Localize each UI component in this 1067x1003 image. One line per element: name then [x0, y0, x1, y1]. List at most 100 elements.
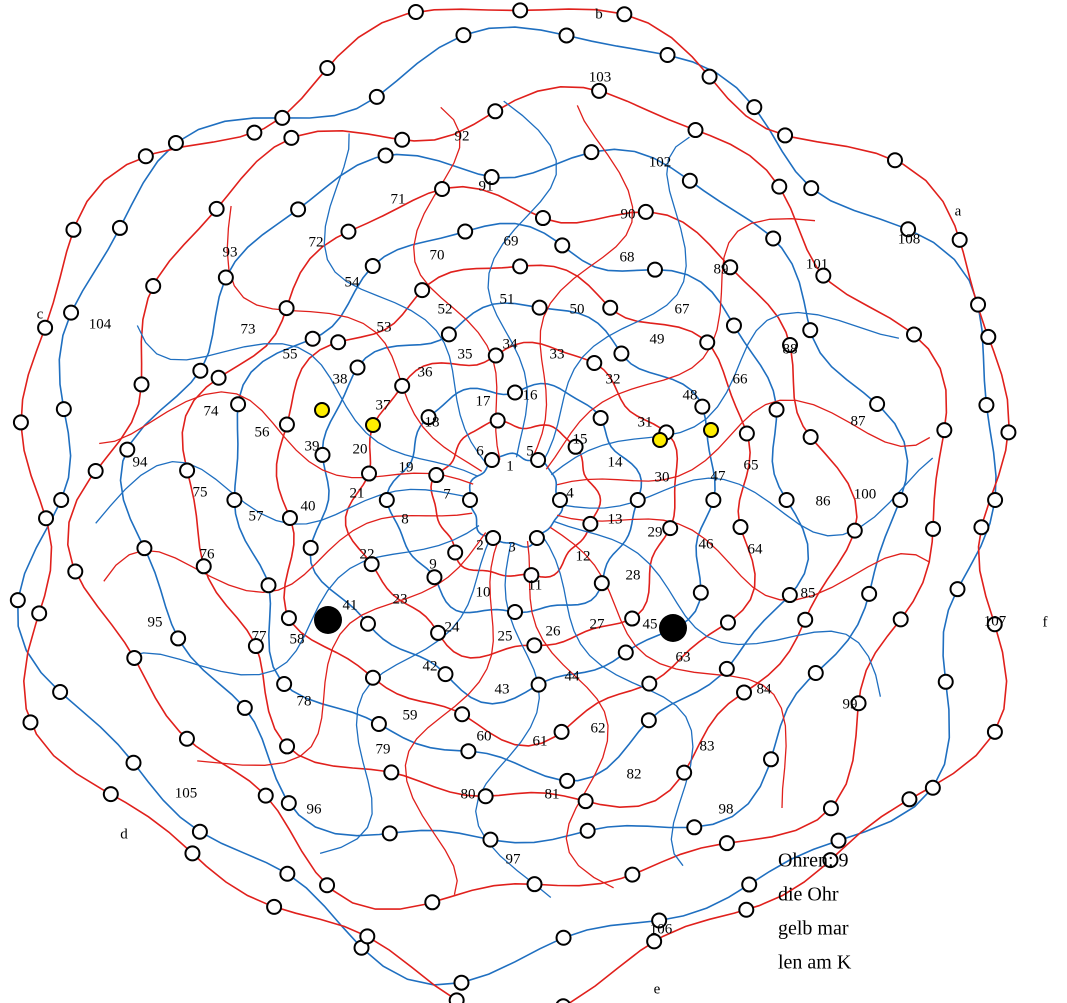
- node: [579, 822, 596, 839]
- node: [278, 300, 295, 317]
- node-label: 88: [783, 341, 798, 357]
- node-label: 68: [620, 249, 635, 265]
- node: [629, 492, 646, 508]
- link: [136, 325, 478, 477]
- node: [361, 465, 378, 482]
- node-label: 107: [984, 613, 1007, 629]
- node-label: 27: [590, 616, 606, 632]
- node: [257, 787, 274, 804]
- node-label: 96: [307, 801, 323, 817]
- node: [434, 180, 451, 197]
- link: [549, 526, 787, 809]
- ring: [181, 185, 858, 809]
- node: [462, 492, 478, 508]
- node-label: 94: [133, 454, 149, 470]
- corner-label: c: [37, 306, 44, 322]
- node: [167, 135, 184, 152]
- node-label: 17: [476, 393, 492, 409]
- node: [781, 587, 798, 604]
- node: [246, 124, 263, 141]
- node: [192, 362, 209, 379]
- node: [718, 660, 735, 677]
- node-label: 48: [683, 387, 698, 403]
- node: [340, 223, 357, 240]
- note-line: die Ohr: [778, 884, 839, 906]
- node: [38, 510, 55, 527]
- link: [404, 539, 500, 895]
- ear-node: [703, 422, 719, 438]
- node-label: 85: [801, 585, 816, 601]
- node: [765, 230, 782, 247]
- node: [637, 203, 654, 220]
- node: [370, 715, 387, 732]
- node: [694, 398, 711, 415]
- node-label: 72: [309, 234, 324, 250]
- node: [63, 304, 80, 321]
- node-label: 33: [550, 346, 565, 362]
- link: [197, 532, 487, 766]
- link: [545, 218, 816, 470]
- corner-label: f: [1043, 614, 1048, 630]
- node: [145, 277, 162, 294]
- node-label: 46: [699, 536, 715, 552]
- node-label: 66: [733, 371, 749, 387]
- link: [319, 535, 492, 855]
- node: [906, 326, 923, 343]
- node: [1000, 424, 1017, 441]
- node-label: 50: [570, 301, 585, 317]
- node: [886, 152, 903, 169]
- node: [980, 328, 997, 345]
- node: [485, 529, 502, 546]
- node-label: 44: [565, 668, 581, 684]
- node-label: 19: [399, 459, 414, 475]
- node: [526, 637, 543, 654]
- node: [676, 764, 693, 781]
- link: [530, 105, 634, 461]
- node: [850, 695, 867, 712]
- link: [226, 205, 483, 472]
- node: [226, 492, 243, 508]
- node-label: 14: [608, 454, 624, 470]
- node: [892, 492, 909, 508]
- node-label: 105: [175, 785, 198, 801]
- node: [67, 563, 84, 580]
- link: [556, 514, 931, 601]
- node: [567, 438, 584, 455]
- node: [210, 369, 227, 386]
- node: [507, 384, 523, 401]
- node-label: 71: [391, 191, 406, 207]
- black-node: [659, 614, 687, 642]
- node-label: 108: [898, 231, 921, 247]
- node: [738, 425, 755, 442]
- node: [534, 210, 551, 227]
- ring: [119, 148, 909, 844]
- node: [803, 180, 820, 197]
- node-label: 43: [495, 681, 510, 697]
- ring: [468, 452, 564, 548]
- node-label: 41: [343, 597, 358, 613]
- node: [701, 68, 718, 85]
- node-label: 98: [719, 801, 734, 817]
- node: [420, 409, 437, 426]
- node: [900, 221, 917, 238]
- node: [722, 259, 739, 276]
- node: [822, 800, 839, 817]
- note-line: len am K: [778, 952, 852, 974]
- node: [718, 835, 735, 852]
- node: [624, 866, 641, 883]
- node-label: 59: [403, 707, 418, 723]
- node: [274, 109, 291, 126]
- node: [319, 59, 336, 76]
- node: [191, 823, 208, 840]
- node-label: 12: [576, 548, 591, 564]
- ear-node: [314, 402, 330, 418]
- node: [617, 644, 634, 661]
- node-label: 73: [241, 321, 256, 337]
- node: [330, 334, 347, 351]
- node: [530, 452, 547, 469]
- node-label: 1: [506, 458, 514, 474]
- node: [53, 492, 70, 508]
- ring: [275, 264, 756, 747]
- node: [125, 754, 142, 771]
